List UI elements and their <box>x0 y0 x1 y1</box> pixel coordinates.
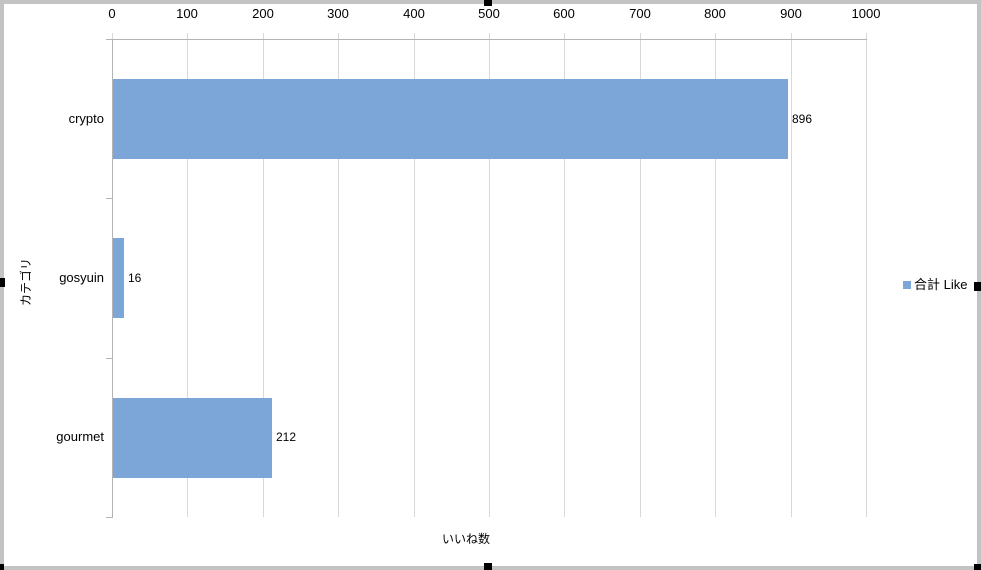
resize-handle-left[interactable] <box>0 278 5 287</box>
value-axis-line <box>112 39 867 40</box>
value-axis-tick-label: 0 <box>108 6 116 21</box>
gridline <box>338 33 339 517</box>
gridline <box>489 33 490 517</box>
resize-handle-bottom[interactable] <box>484 563 492 570</box>
legend[interactable]: 合計 Like <box>903 277 967 292</box>
category-axis-tick <box>106 198 112 199</box>
value-axis-tick-label: 1000 <box>851 6 881 21</box>
bar-crypto[interactable] <box>113 79 788 159</box>
bar-gourmet[interactable] <box>113 398 272 478</box>
gridline <box>640 33 641 517</box>
bar-gosyuin[interactable] <box>113 238 124 318</box>
value-axis-tick-label: 700 <box>629 6 651 21</box>
gridline <box>187 33 188 517</box>
value-axis-tick-label: 800 <box>704 6 726 21</box>
value-axis-tick-label: 100 <box>176 6 198 21</box>
resize-handle-bottom-left[interactable] <box>0 564 4 570</box>
gridline <box>564 33 565 517</box>
data-label: 16 <box>128 271 142 285</box>
value-axis-tick-label: 400 <box>403 6 425 21</box>
value-axis-tick-label: 200 <box>252 6 274 21</box>
gridline <box>791 33 792 517</box>
value-axis-tick-label: 500 <box>478 6 500 21</box>
gridline <box>263 33 264 517</box>
x-axis-title: いいね数 <box>441 532 490 546</box>
gridline <box>715 33 716 517</box>
resize-handle-right[interactable] <box>974 282 981 291</box>
category-axis-line <box>112 39 113 518</box>
legend-series-marker-icon <box>903 280 911 289</box>
gridline <box>866 33 867 517</box>
category-axis-tick <box>106 517 112 518</box>
resize-handle-bottom-right[interactable] <box>974 564 981 570</box>
category-axis-tick <box>106 358 112 359</box>
category-axis-label: gourmet <box>56 429 104 444</box>
value-axis-tick-label: 600 <box>553 6 575 21</box>
legend-label: 合計 Like <box>914 277 968 292</box>
category-axis-label: gosyuin <box>59 270 104 285</box>
value-axis-tick-label: 900 <box>780 6 802 21</box>
resize-handle-top[interactable] <box>484 0 492 6</box>
gridline <box>414 33 415 517</box>
category-axis-label: crypto <box>68 111 104 126</box>
value-axis-tick-label: 300 <box>327 6 349 21</box>
category-axis-tick <box>106 39 112 40</box>
data-label: 212 <box>276 430 297 444</box>
data-label: 896 <box>792 112 813 126</box>
